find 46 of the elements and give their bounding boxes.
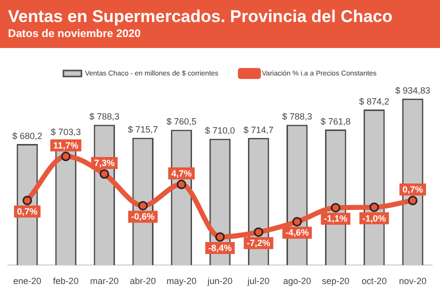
x-tick-label: ene-20 <box>13 276 42 286</box>
x-tick-label: mar-20 <box>90 276 119 286</box>
point <box>292 216 302 226</box>
point <box>22 196 32 206</box>
data-label: $ 715,7 <box>128 124 158 135</box>
data-label: -1,0% <box>362 213 386 224</box>
data-label: 0,7% <box>17 206 38 216</box>
x-tick-label: feb-20 <box>53 276 79 286</box>
data-label: $ 874,2 <box>359 96 390 106</box>
data-label: $ 788,3 <box>282 112 312 122</box>
data-label: -7,2% <box>246 238 270 248</box>
chart-subtitle: Datos de noviembre 2020 <box>8 27 142 41</box>
data-label: $ 934,83 <box>395 86 430 96</box>
point <box>330 202 340 212</box>
point <box>138 200 148 210</box>
data-label: -4,6% <box>285 228 309 238</box>
point <box>408 196 418 206</box>
data-label: $ 788,3 <box>89 112 120 122</box>
chart-title: Ventas en Supermercados. Provincia del Chaco <box>8 7 394 27</box>
data-label: $ 680,2 <box>12 131 42 142</box>
point <box>215 232 225 242</box>
data-label: 4,7% <box>171 168 192 178</box>
data-label: -1,1% <box>324 214 348 224</box>
data-label: 7,3% <box>94 158 115 168</box>
data-label: -0,6% <box>131 212 155 222</box>
x-tick-label: abr-20 <box>130 276 156 286</box>
data-label: 11,7% <box>53 140 78 150</box>
data-label: 0,7% <box>402 184 423 194</box>
data-label: $ 760,5 <box>166 116 196 127</box>
x-tick-label: sep-20 <box>322 276 350 286</box>
data-label: $ 710,0 <box>204 126 236 136</box>
x-tick-label: nov-20 <box>398 276 426 286</box>
x-tick-label: ago-20 <box>283 276 312 286</box>
x-tick-label: jul-20 <box>246 276 270 286</box>
point <box>61 152 71 162</box>
x-tick-label: may-20 <box>166 276 196 286</box>
point <box>100 169 110 179</box>
data-label: -8,4% <box>208 242 232 253</box>
data-label: $ 714,7 <box>244 124 274 135</box>
x-tick-label: jun-20 <box>206 276 233 286</box>
data-label: $ 703,3 <box>50 126 81 137</box>
x-tick-label: oct-20 <box>362 276 387 286</box>
point <box>176 180 186 190</box>
point <box>254 227 264 237</box>
point <box>369 202 379 212</box>
data-label: $ 761,8 <box>320 116 351 126</box>
